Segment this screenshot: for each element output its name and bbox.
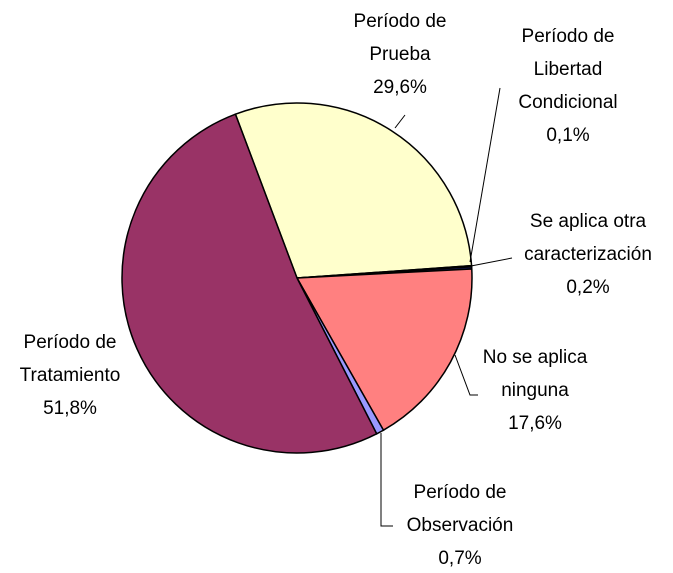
category-name: Período de Prueba	[353, 11, 447, 65]
slice-label: Se aplica otra caracterización 0,2%	[511, 205, 666, 304]
slice-label: No se aplica ninguna 17,6%	[468, 341, 603, 440]
value-label: 0,2%	[566, 277, 610, 298]
leader-line	[394, 114, 406, 129]
leader-line	[454, 354, 478, 396]
value-label: 51,8%	[43, 398, 97, 419]
category-name: Período de Tratamiento	[19, 332, 121, 386]
pie-slice	[121, 113, 378, 454]
value-label: 0,7%	[438, 548, 482, 569]
category-name: Período de Observación	[406, 482, 514, 536]
slice-label: Período de Prueba 29,6%	[340, 5, 460, 104]
pie-slice	[295, 268, 473, 432]
value-label: 0,1%	[546, 125, 590, 146]
pie-slice	[234, 102, 473, 279]
slice-label: Período de Libertad Condicional 0,1%	[506, 20, 631, 152]
category-name: Se aplica otra caracterización	[524, 211, 652, 265]
leader-line	[469, 87, 501, 263]
category-name: No se aplica ninguna	[482, 347, 588, 401]
slice-label: Período de Tratamiento 51,8%	[0, 326, 145, 425]
leader-line	[380, 433, 393, 527]
leader-line	[470, 257, 513, 267]
category-name: Período de Libertad Condicional	[518, 26, 618, 113]
value-label: 29,6%	[373, 77, 427, 98]
slice-label: Período de Observación 0,7%	[398, 476, 523, 573]
value-label: 17,6%	[508, 413, 562, 434]
